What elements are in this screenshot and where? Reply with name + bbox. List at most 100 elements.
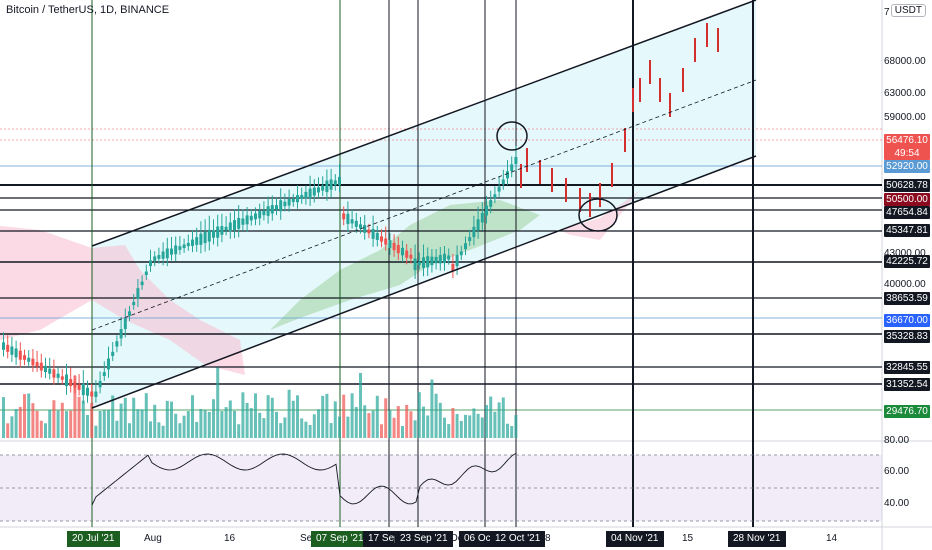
candle-body [73, 382, 77, 388]
candle-body [514, 156, 518, 165]
candle-body [455, 254, 459, 267]
symbol-name[interactable]: Bitcoin / TetherUS [6, 4, 94, 16]
candle-body [384, 238, 388, 245]
volume-bar [308, 425, 312, 438]
channel-mid-line [91, 79, 757, 331]
candle-body [220, 226, 224, 235]
volume-bar [354, 407, 358, 438]
volume-bar [77, 396, 81, 438]
level-tag: 32845.55 [884, 361, 930, 374]
volume-bar [233, 410, 236, 438]
volume-bar [291, 400, 295, 438]
candle-body [119, 329, 123, 339]
volume-bar [367, 413, 371, 438]
volume-bar [317, 409, 320, 438]
volume-bar [346, 416, 350, 438]
volume-bar [237, 424, 241, 438]
candle-body [207, 229, 211, 242]
candle-body [413, 258, 417, 271]
time-tag: 23 Sep '21 [395, 531, 453, 547]
candle-body [354, 220, 358, 227]
candle-body [233, 220, 236, 231]
level-tag: 52920.00 [884, 160, 930, 173]
volume-bar [23, 394, 26, 438]
candle-body [52, 369, 56, 378]
candle-body [10, 346, 14, 355]
rsi-axis-label: 40.00 [884, 498, 910, 509]
candle-body [304, 191, 308, 199]
candle-body [266, 206, 270, 216]
chart-header: Bitcoin / TetherUS, 1D, BINANCE [6, 4, 170, 16]
volume-bar [123, 397, 127, 438]
candle-body [86, 387, 89, 396]
candle-body [60, 376, 64, 380]
candle-body [342, 213, 346, 220]
volume-bar [455, 414, 459, 438]
candle-body [228, 222, 232, 232]
volume-bar [86, 414, 89, 438]
currency-button[interactable]: USDT [890, 4, 926, 17]
candle-body [485, 205, 488, 216]
candle-body [275, 205, 278, 210]
candle-body [325, 180, 329, 193]
volume-bar [472, 408, 476, 438]
level-tag: 31352.54 [884, 378, 930, 391]
volume-bar [52, 400, 56, 438]
candle-body [31, 358, 35, 366]
price-axis-label: 7 [884, 7, 890, 18]
volume-bar [375, 395, 379, 438]
candle-body [241, 218, 245, 225]
candle-body [6, 344, 10, 352]
volume-bar [60, 402, 64, 438]
candle-body [170, 248, 173, 255]
candle-body [350, 219, 354, 224]
candle-body [191, 239, 194, 246]
candle-body [497, 186, 501, 192]
time-axis-label: 15 [682, 533, 694, 544]
candle-body [426, 256, 430, 268]
volume-bar [396, 406, 400, 438]
time-tag: 20 Jul '21 [67, 531, 120, 547]
candle-body [396, 245, 400, 254]
volume-bar [489, 396, 493, 438]
time-axis-label: Se [300, 533, 313, 544]
price-axis-label: 43000.00 [884, 248, 926, 259]
volume-bar [212, 399, 215, 438]
candle-body [270, 205, 274, 214]
time-tag: 04 Nov '21 [606, 531, 664, 547]
volume-bar [506, 423, 509, 438]
candle-body [65, 374, 68, 387]
volume-bar [501, 397, 505, 438]
volume-bar [270, 397, 274, 438]
candle-body [153, 256, 157, 261]
ichimoku-cloud-red-future [560, 190, 640, 240]
candle-body [224, 226, 228, 231]
candle-body [283, 201, 287, 207]
volume-bar [195, 421, 199, 438]
volume-bar [266, 395, 270, 438]
price-axis-label: 59000.00 [884, 112, 926, 123]
candle-body [77, 384, 81, 390]
volume-bar [102, 410, 106, 438]
volume-bar [283, 417, 287, 438]
volume-bar [443, 417, 446, 438]
volume-bar [380, 424, 383, 438]
volume-bar [157, 422, 161, 438]
candle-body [317, 187, 320, 193]
candle-body [472, 226, 476, 238]
volume-bar [31, 403, 35, 438]
volume-bar [363, 405, 367, 438]
candle-body [338, 176, 341, 186]
volume-bar [224, 407, 228, 438]
candle-body [98, 381, 102, 388]
volume-bar [111, 395, 115, 438]
rsi-line [91, 452, 517, 506]
candle-body [422, 257, 425, 268]
channel-fill [92, 0, 756, 408]
rsi-axis-label: 80.00 [884, 435, 910, 446]
volume-bar [417, 392, 421, 438]
volume-bar [56, 410, 60, 438]
interval-label[interactable]: 1D [99, 4, 115, 16]
highlight-circle-bottom [578, 198, 618, 232]
